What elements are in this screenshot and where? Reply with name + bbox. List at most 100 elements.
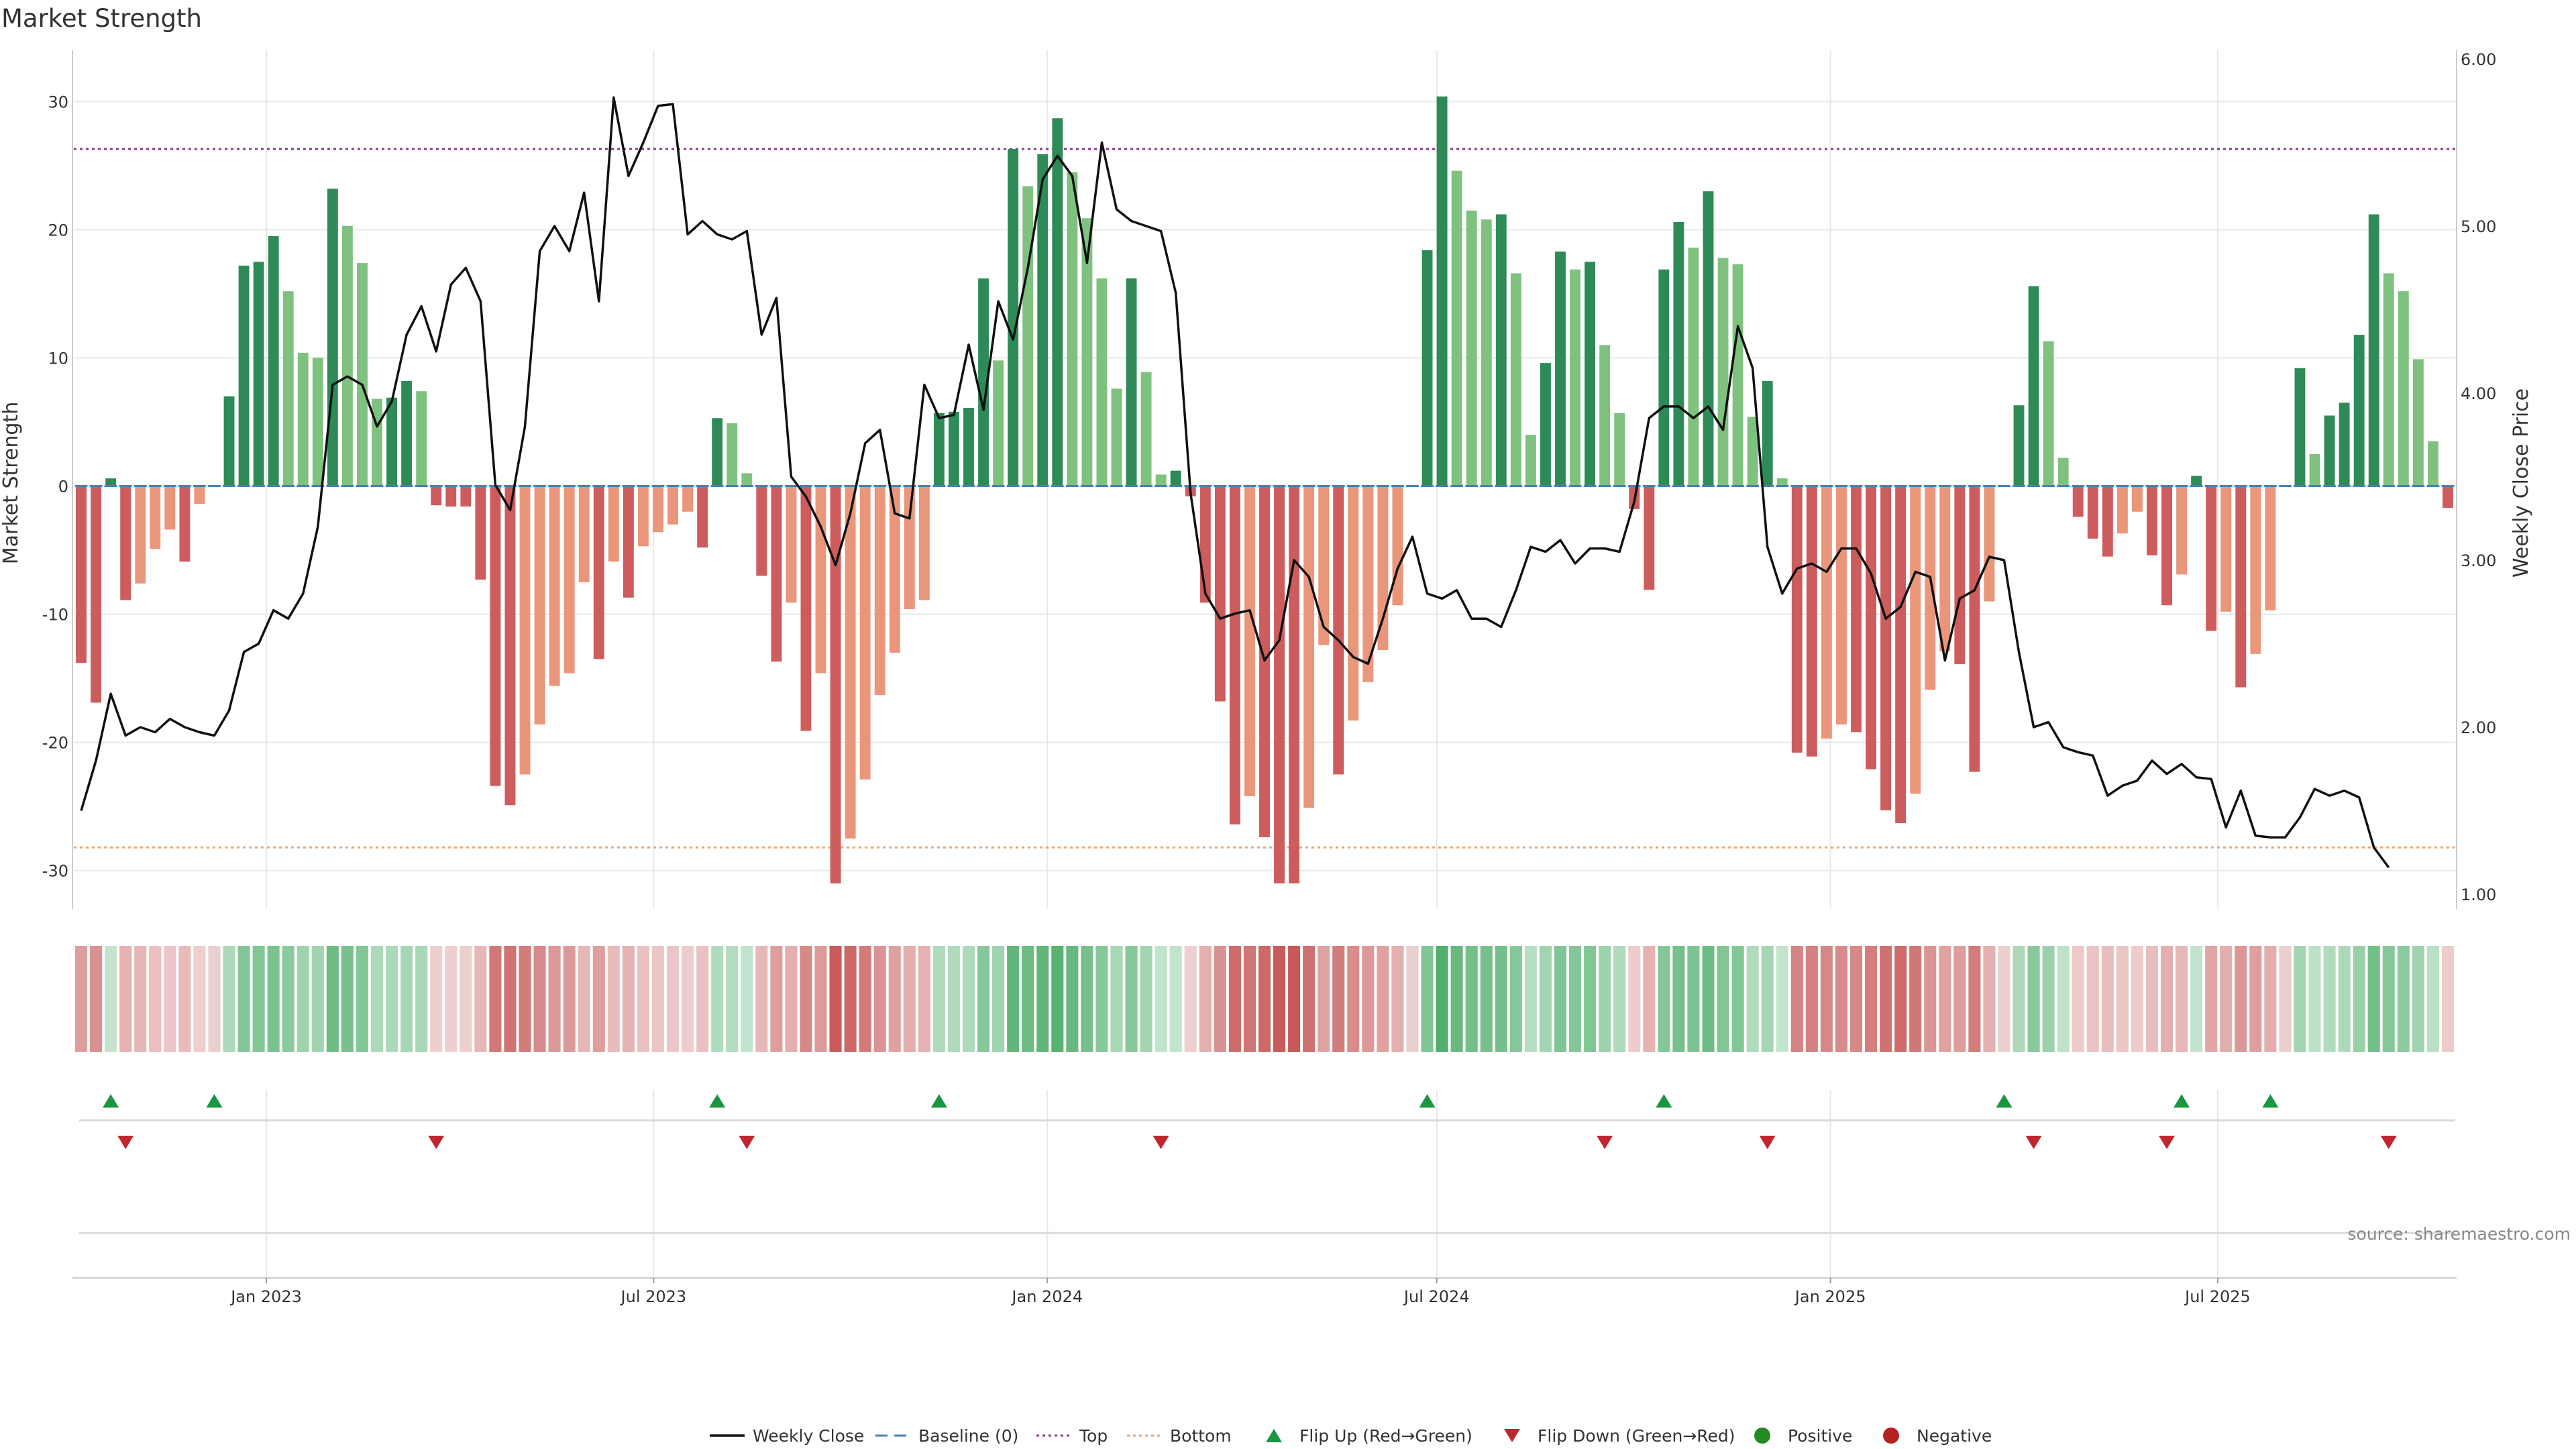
strip-cell (2190, 946, 2203, 1052)
strength-bar (874, 486, 885, 695)
strength-bar (534, 486, 545, 724)
flip-down-marker (1152, 1136, 1169, 1149)
strength-bar (667, 486, 678, 525)
strength-bar (341, 225, 353, 486)
strip-cell (2116, 946, 2129, 1052)
strength-bar (2250, 486, 2261, 654)
flip-up-marker (930, 1094, 947, 1108)
strip-cell (873, 946, 886, 1052)
strength-bar (2309, 453, 2320, 486)
strip-cell (1909, 946, 1922, 1052)
strip-cell (1318, 946, 1330, 1052)
strip-cell (282, 946, 294, 1052)
strip-cell (1391, 946, 1404, 1052)
legend-item: Positive (1754, 1426, 1852, 1446)
strip-cell (548, 946, 561, 1052)
flip-down-marker (1759, 1136, 1776, 1149)
y-tick-label: 10 (48, 350, 68, 368)
strength-bar (993, 360, 1004, 486)
strip-cell (237, 946, 250, 1052)
strength-bar (1229, 486, 1240, 824)
flip-up-marker (103, 1094, 119, 1108)
strength-bar (1274, 486, 1285, 883)
strength-bar (1821, 486, 1832, 739)
strip-cell (2412, 946, 2424, 1052)
strip-cell (2382, 946, 2395, 1052)
strength-bar (1703, 191, 1714, 486)
strip-cell (297, 946, 309, 1052)
legend-item: Baseline (0) (875, 1426, 1018, 1446)
strip-cell (1273, 946, 1286, 1052)
strength-bar (1348, 486, 1359, 721)
strip-cell (1953, 946, 1966, 1052)
x-tick-label: Jul 2024 (1403, 1287, 1470, 1306)
strength-bar (2161, 486, 2172, 606)
strip-cell (1125, 946, 1138, 1052)
legend-label: Bottom (1170, 1426, 1232, 1446)
strength-bar (653, 486, 663, 533)
strength-bar (2176, 486, 2188, 575)
strength-bar (150, 486, 161, 549)
strip-cell (2101, 946, 2114, 1052)
strip-cell (2249, 946, 2262, 1052)
legend-item: Top (1036, 1426, 1108, 1446)
strength-bar (238, 265, 250, 486)
strip-cell (992, 946, 1005, 1052)
strip-cell (2264, 946, 2277, 1052)
strip-cell (1702, 946, 1715, 1052)
y2-tick-label: 5.00 (2461, 217, 2496, 236)
flip-down-marker (117, 1136, 134, 1149)
strip-cell (1509, 946, 1522, 1052)
strip-cell (519, 946, 531, 1052)
legend-symbol (1504, 1429, 1520, 1442)
strip-cell (149, 946, 162, 1052)
strength-bar (1776, 478, 1788, 486)
strip-cell (1746, 946, 1759, 1052)
strip-cell (1672, 946, 1685, 1052)
strength-bar (2206, 486, 2217, 631)
strength-bar (1451, 170, 1462, 486)
strip-cell (1894, 946, 1907, 1052)
strength-bar (2220, 486, 2232, 612)
strength-bar (1954, 486, 1966, 665)
strength-bar (712, 418, 723, 486)
strength-bar (2057, 458, 2069, 486)
strip-cell (430, 946, 443, 1052)
strip-cell (2279, 946, 2292, 1052)
strength-bar (312, 358, 323, 486)
strength-bar (1466, 210, 1477, 486)
strength-bar (164, 486, 176, 530)
strip-cell (1406, 946, 1419, 1052)
strip-cell (1184, 946, 1197, 1052)
strength-bar (1762, 380, 1773, 486)
strip-cell (1998, 946, 2010, 1052)
strength-bar (327, 189, 338, 486)
strip-cell (1155, 946, 1167, 1052)
y-axis-label: Market Strength (0, 402, 23, 564)
strength-bar (1052, 118, 1063, 486)
strength-bar (1540, 363, 1551, 486)
y-tick-label: -20 (42, 734, 68, 753)
strip-cell (1362, 946, 1375, 1052)
strength-bar (1244, 486, 1255, 796)
strip-cell (1805, 946, 1818, 1052)
strip-cell (1569, 946, 1582, 1052)
strength-bar (2102, 486, 2113, 557)
strength-bar (1259, 486, 1270, 838)
strip-cell (2131, 946, 2143, 1052)
strength-bar (786, 486, 797, 603)
strip-cell (1347, 946, 1360, 1052)
strength-bar (564, 486, 575, 674)
strength-bar (889, 486, 900, 653)
flip-down-marker (739, 1136, 755, 1149)
strength-bar (1081, 218, 1093, 486)
axes (72, 50, 2457, 1279)
strength-bar (1318, 486, 1330, 645)
strength-bar (1008, 149, 1019, 486)
strength-bar (978, 278, 989, 486)
strip-cell (711, 946, 724, 1052)
strip-cell (1095, 946, 1108, 1052)
strength-bar (519, 486, 531, 775)
strength-bar (223, 396, 235, 486)
strip-cell (1377, 946, 1389, 1052)
